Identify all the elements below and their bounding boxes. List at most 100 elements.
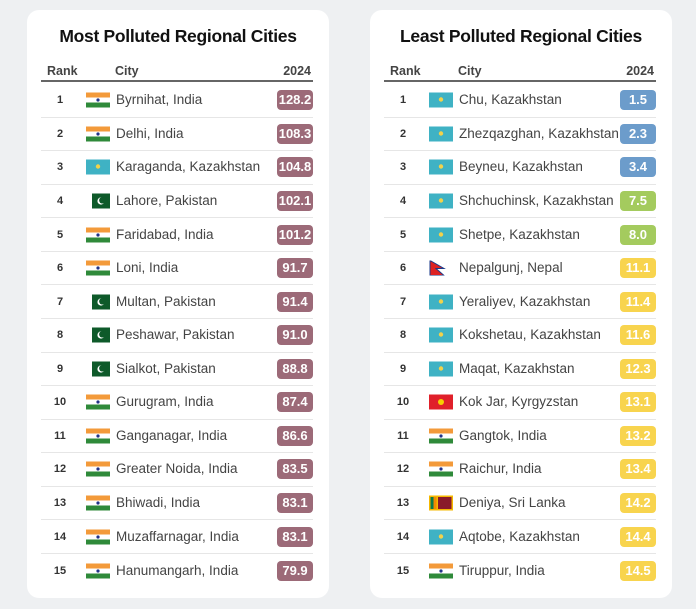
value-badge: 83.5 — [277, 459, 313, 480]
rank-cell: 12 — [53, 463, 67, 476]
value-badge: 83.1 — [277, 493, 313, 514]
kyrgyzstan-flag-icon — [429, 394, 453, 410]
table-row: 9 Maqat, Kazakhstan 12.3 — [384, 353, 656, 387]
rank-cell: 15 — [53, 564, 67, 577]
value-badge: 7.5 — [620, 190, 656, 211]
value-badge: 14.2 — [620, 493, 656, 514]
city-cell: Kokshetau, Kazakhstan — [459, 327, 601, 343]
city-cell: Greater Noida, India — [116, 461, 238, 477]
value-badge: 14.4 — [620, 526, 656, 547]
pakistan-flag-icon — [86, 327, 110, 343]
table-row: 8 Kokshetau, Kazakhstan 11.6 — [384, 319, 656, 353]
city-cell: Shetpe, Kazakhstan — [459, 226, 580, 242]
rank-cell: 4 — [56, 194, 64, 207]
value-badge: 3.4 — [620, 157, 656, 178]
table-row: 1 Chu, Kazakhstan 1.5 — [384, 84, 656, 118]
value-badge: 13.1 — [620, 392, 656, 413]
value-badge: 14.5 — [620, 560, 656, 581]
city-cell: Muzaffarnagar, India — [116, 528, 239, 544]
value-badge: 13.2 — [620, 425, 656, 446]
nepal-flag-icon — [429, 260, 446, 276]
city-cell: Peshawar, Pakistan — [116, 327, 235, 343]
india-flag-icon — [429, 461, 453, 477]
rank-cell: 13 — [396, 497, 410, 510]
table-row: 4 Shchuchinsk, Kazakhstan 7.5 — [384, 185, 656, 219]
city-cell: Raichur, India — [459, 461, 542, 477]
table-row: 6 Loni, India 91.7 — [41, 252, 313, 286]
value-badge: 128.2 — [277, 90, 313, 111]
kazakhstan-flag-icon — [429, 361, 453, 377]
table-row: 14 Muzaffarnagar, India 83.1 — [41, 520, 313, 554]
india-flag-icon — [86, 126, 110, 142]
table-row: 2 Delhi, India 108.3 — [41, 118, 313, 152]
city-cell: Tiruppur, India — [459, 562, 545, 578]
value-badge: 13.4 — [620, 459, 656, 480]
pakistan-flag-icon — [86, 193, 110, 209]
rank-cell: 10 — [53, 396, 67, 409]
city-cell: Sialkot, Pakistan — [116, 360, 216, 376]
rank-cell: 8 — [399, 329, 407, 342]
table-row: 5 Faridabad, India 101.2 — [41, 218, 313, 252]
city-cell: Ganganagar, India — [116, 427, 228, 443]
table-row: 13 Deniya, Sri Lanka 14.2 — [384, 487, 656, 521]
city-cell: Multan, Pakistan — [116, 293, 216, 309]
rank-cell: 9 — [399, 362, 407, 375]
table-row: 10 Kok Jar, Kyrgyzstan 13.1 — [384, 386, 656, 420]
kazakhstan-flag-icon — [429, 126, 453, 142]
rank-cell: 10 — [396, 396, 410, 409]
card-title: Least Polluted Regional Cities — [400, 26, 642, 46]
rank-cell: 6 — [56, 262, 64, 275]
city-cell: Beyneu, Kazakhstan — [459, 159, 583, 175]
rank-cell: 13 — [53, 497, 67, 510]
table-row: 1 Byrnihat, India 128.2 — [41, 84, 313, 118]
rank-cell: 4 — [399, 194, 407, 207]
table-body: 1 Chu, Kazakhstan 1.5 2 Zhezqazghan, Kaza… — [384, 84, 656, 587]
table-row: 3 Beyneu, Kazakhstan 3.4 — [384, 151, 656, 185]
rank-cell: 15 — [396, 564, 410, 577]
header-year: 2024 — [626, 64, 654, 78]
india-flag-icon — [86, 529, 110, 545]
rank-cell: 14 — [53, 530, 67, 543]
india-flag-icon — [86, 495, 110, 511]
city-cell: Chu, Kazakhstan — [459, 92, 562, 108]
rank-cell: 3 — [399, 161, 407, 174]
india-flag-icon — [86, 92, 110, 108]
table-row: 10 Gurugram, India 87.4 — [41, 386, 313, 420]
city-cell: Lahore, Pakistan — [116, 192, 218, 208]
value-badge: 11.6 — [620, 325, 656, 346]
value-badge: 2.3 — [620, 123, 656, 144]
city-cell: Gangtok, India — [459, 427, 547, 443]
city-cell: Nepalgunj, Nepal — [459, 260, 563, 276]
value-badge: 11.1 — [620, 258, 656, 279]
india-flag-icon — [86, 227, 110, 243]
india-flag-icon — [86, 394, 110, 410]
table-row: 11 Ganganagar, India 86.6 — [41, 420, 313, 454]
city-cell: Yeraliyev, Kazakhstan — [459, 293, 591, 309]
city-cell: Zhezqazghan, Kazakhstan — [459, 125, 619, 141]
value-badge: 88.8 — [277, 358, 313, 379]
rank-cell: 5 — [56, 228, 64, 241]
value-badge: 102.1 — [277, 190, 313, 211]
header-year: 2024 — [283, 64, 311, 78]
value-badge: 79.9 — [277, 560, 313, 581]
india-flag-icon — [86, 563, 110, 579]
value-badge: 104.8 — [277, 157, 313, 178]
table-row: 14 Aqtobe, Kazakhstan 14.4 — [384, 520, 656, 554]
table-row: 12 Raichur, India 13.4 — [384, 453, 656, 487]
value-badge: 83.1 — [277, 526, 313, 547]
rank-cell: 3 — [56, 161, 64, 174]
value-badge: 8.0 — [620, 224, 656, 245]
rank-cell: 12 — [396, 463, 410, 476]
header-city: City — [115, 64, 139, 78]
rank-cell: 7 — [56, 295, 64, 308]
rank-cell: 5 — [399, 228, 407, 241]
table-row: 6 Nepalgunj, Nepal 11.1 — [384, 252, 656, 286]
value-badge: 91.0 — [277, 325, 313, 346]
header-city: City — [458, 64, 482, 78]
india-flag-icon — [429, 563, 453, 579]
kazakhstan-flag-icon — [86, 159, 110, 175]
most-polluted-card: Most Polluted Regional Cities Rank City … — [27, 10, 329, 598]
city-cell: Karaganda, Kazakhstan — [116, 159, 261, 175]
kazakhstan-flag-icon — [429, 294, 453, 310]
value-badge: 91.7 — [277, 258, 313, 279]
